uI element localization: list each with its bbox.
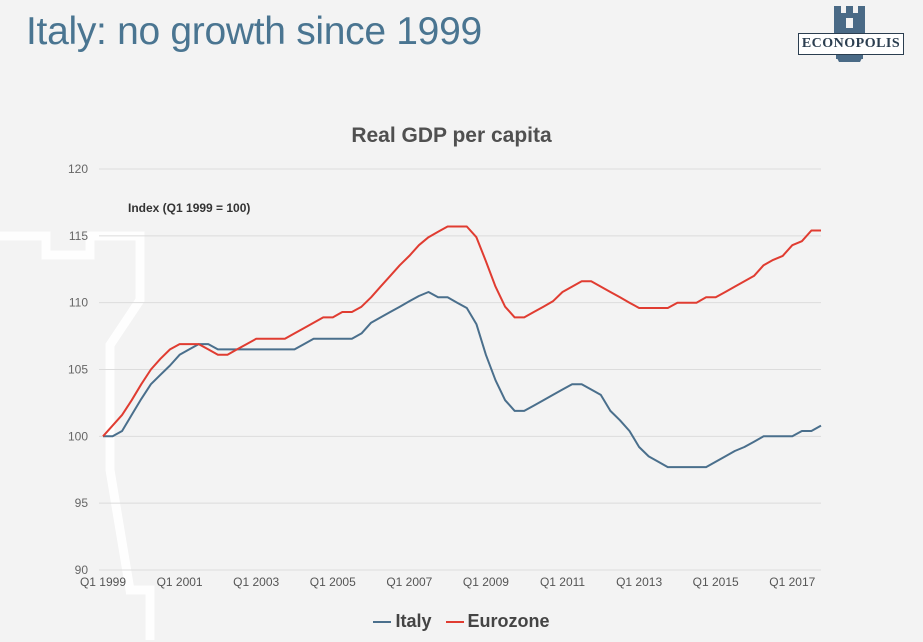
x-tick-label: Q1 2009 [463, 575, 509, 589]
y-axis-ticks: 90 95 100 105 110 115 120 [68, 162, 88, 577]
x-tick-label: Q1 2017 [769, 575, 815, 589]
legend-swatch-italy [373, 620, 392, 623]
x-tick-label: Q1 1999 [80, 575, 126, 589]
y-tick-label: 110 [69, 296, 88, 310]
legend: Italy Eurozone [0, 611, 923, 632]
series-line-eurozone [102, 225, 821, 437]
chart-title: Real GDP per capita [351, 124, 552, 147]
x-tick-label: Q1 2013 [616, 575, 662, 589]
legend-swatch-eurozone [445, 620, 464, 623]
y-tick-label: 120 [68, 162, 88, 176]
legend-item-italy: Italy [373, 611, 432, 632]
x-tick-label: Q1 2015 [693, 575, 739, 589]
series-lines [102, 225, 822, 469]
x-axis-ticks: Q1 1999 Q1 2001 Q1 2003 Q1 2005 Q1 2007 Q1 20… [80, 575, 816, 589]
y-tick-label: 115 [69, 229, 88, 243]
page-title: Italy: no growth since 1999 [26, 10, 482, 53]
x-tick-label: Q1 2003 [233, 575, 279, 589]
legend-label-eurozone: Eurozone [467, 611, 550, 631]
x-tick-label: Q1 2011 [540, 575, 585, 589]
x-tick-label: Q1 2001 [157, 575, 203, 589]
legend-item-eurozone: Eurozone [445, 611, 550, 632]
y-tick-label: 95 [75, 496, 89, 510]
x-tick-label: Q1 2005 [310, 575, 356, 589]
gridlines [99, 168, 821, 571]
logo-wordmark: ECONOPOLIS [798, 33, 904, 55]
legend-label-italy: Italy [395, 611, 432, 631]
series-line-italy [103, 291, 822, 469]
index-annotation: Index (Q1 1999 = 100) [128, 201, 251, 215]
y-tick-label: 105 [68, 363, 88, 377]
y-tick-label: 90 [75, 563, 89, 577]
y-tick-label: 100 [68, 429, 88, 443]
x-tick-label: Q1 2007 [386, 575, 432, 589]
